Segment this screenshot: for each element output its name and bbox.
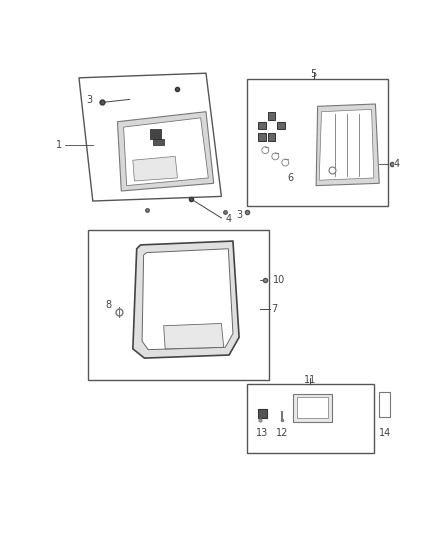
Polygon shape (117, 112, 214, 191)
Text: 4: 4 (393, 159, 399, 169)
Text: 10: 10 (273, 274, 285, 285)
Text: 1: 1 (56, 140, 62, 150)
Text: 3: 3 (87, 95, 93, 105)
Text: 14: 14 (378, 428, 391, 438)
Text: 4: 4 (225, 214, 231, 224)
Polygon shape (316, 104, 379, 185)
Text: 12: 12 (276, 428, 288, 438)
Polygon shape (133, 241, 239, 358)
Polygon shape (150, 130, 161, 139)
Text: 3: 3 (236, 210, 242, 220)
Bar (258, 409, 267, 418)
Text: 2: 2 (170, 120, 176, 131)
Bar (293, 394, 332, 422)
Text: 7: 7 (272, 304, 278, 314)
Polygon shape (133, 156, 177, 181)
Bar (88, 230, 269, 379)
Bar (268, 112, 276, 120)
Text: 11: 11 (304, 375, 316, 385)
Polygon shape (153, 139, 164, 145)
Polygon shape (164, 324, 224, 349)
Bar (268, 133, 276, 141)
Bar (258, 122, 266, 130)
Polygon shape (142, 249, 233, 350)
Text: 13: 13 (256, 428, 268, 438)
Bar (247, 79, 388, 206)
Bar (277, 122, 285, 130)
Bar (247, 384, 374, 453)
Bar (258, 133, 266, 141)
Text: 5: 5 (311, 69, 317, 78)
Polygon shape (319, 109, 374, 180)
Bar (379, 392, 390, 417)
Bar (297, 397, 328, 418)
Text: 8: 8 (105, 300, 111, 310)
Polygon shape (124, 118, 208, 185)
Text: 6: 6 (288, 173, 294, 183)
